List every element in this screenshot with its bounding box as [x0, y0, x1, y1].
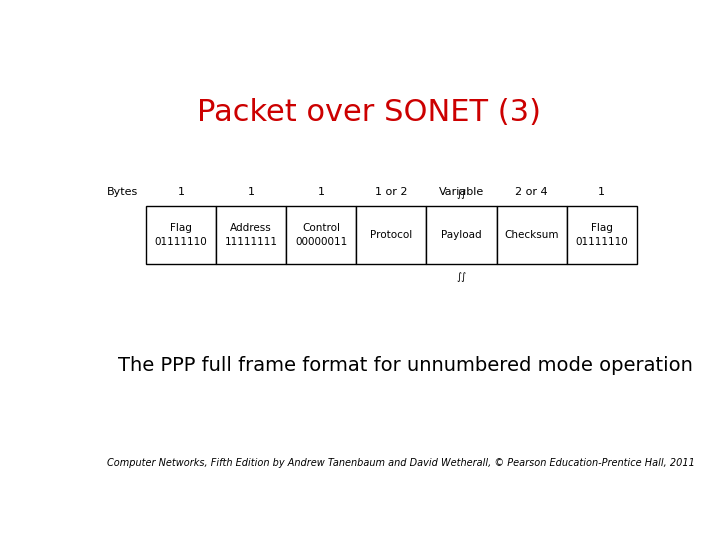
Text: The PPP full frame format for unnumbered mode operation: The PPP full frame format for unnumbered… — [118, 356, 693, 375]
Text: Payload: Payload — [441, 230, 482, 240]
Bar — [426, 206, 497, 265]
Text: 1: 1 — [177, 187, 184, 197]
Text: Flag
01111110: Flag 01111110 — [155, 223, 207, 247]
Text: Flag
01111110: Flag 01111110 — [575, 223, 628, 247]
Bar — [145, 206, 216, 265]
Text: ∫∫: ∫∫ — [456, 272, 467, 282]
Text: 1 or 2: 1 or 2 — [375, 187, 408, 197]
Bar — [216, 206, 286, 265]
Text: Bytes: Bytes — [107, 187, 138, 197]
Text: Checksum: Checksum — [505, 230, 559, 240]
Text: Protocol: Protocol — [370, 230, 413, 240]
Text: ∫∫: ∫∫ — [456, 188, 467, 199]
Text: Variable: Variable — [439, 187, 484, 197]
Text: Control
00000011: Control 00000011 — [295, 223, 347, 247]
Text: 2 or 4: 2 or 4 — [516, 187, 548, 197]
Text: 1: 1 — [248, 187, 255, 197]
Text: 1: 1 — [318, 187, 325, 197]
Text: 1: 1 — [598, 187, 606, 197]
Bar — [286, 206, 356, 265]
Bar — [567, 206, 636, 265]
Text: Packet over SONET (3): Packet over SONET (3) — [197, 98, 541, 127]
Text: Address
11111111: Address 11111111 — [225, 223, 277, 247]
Bar — [356, 206, 426, 265]
Bar — [497, 206, 567, 265]
Text: Computer Networks, Fifth Edition by Andrew Tanenbaum and David Wetherall, © Pear: Computer Networks, Fifth Edition by Andr… — [107, 458, 695, 468]
